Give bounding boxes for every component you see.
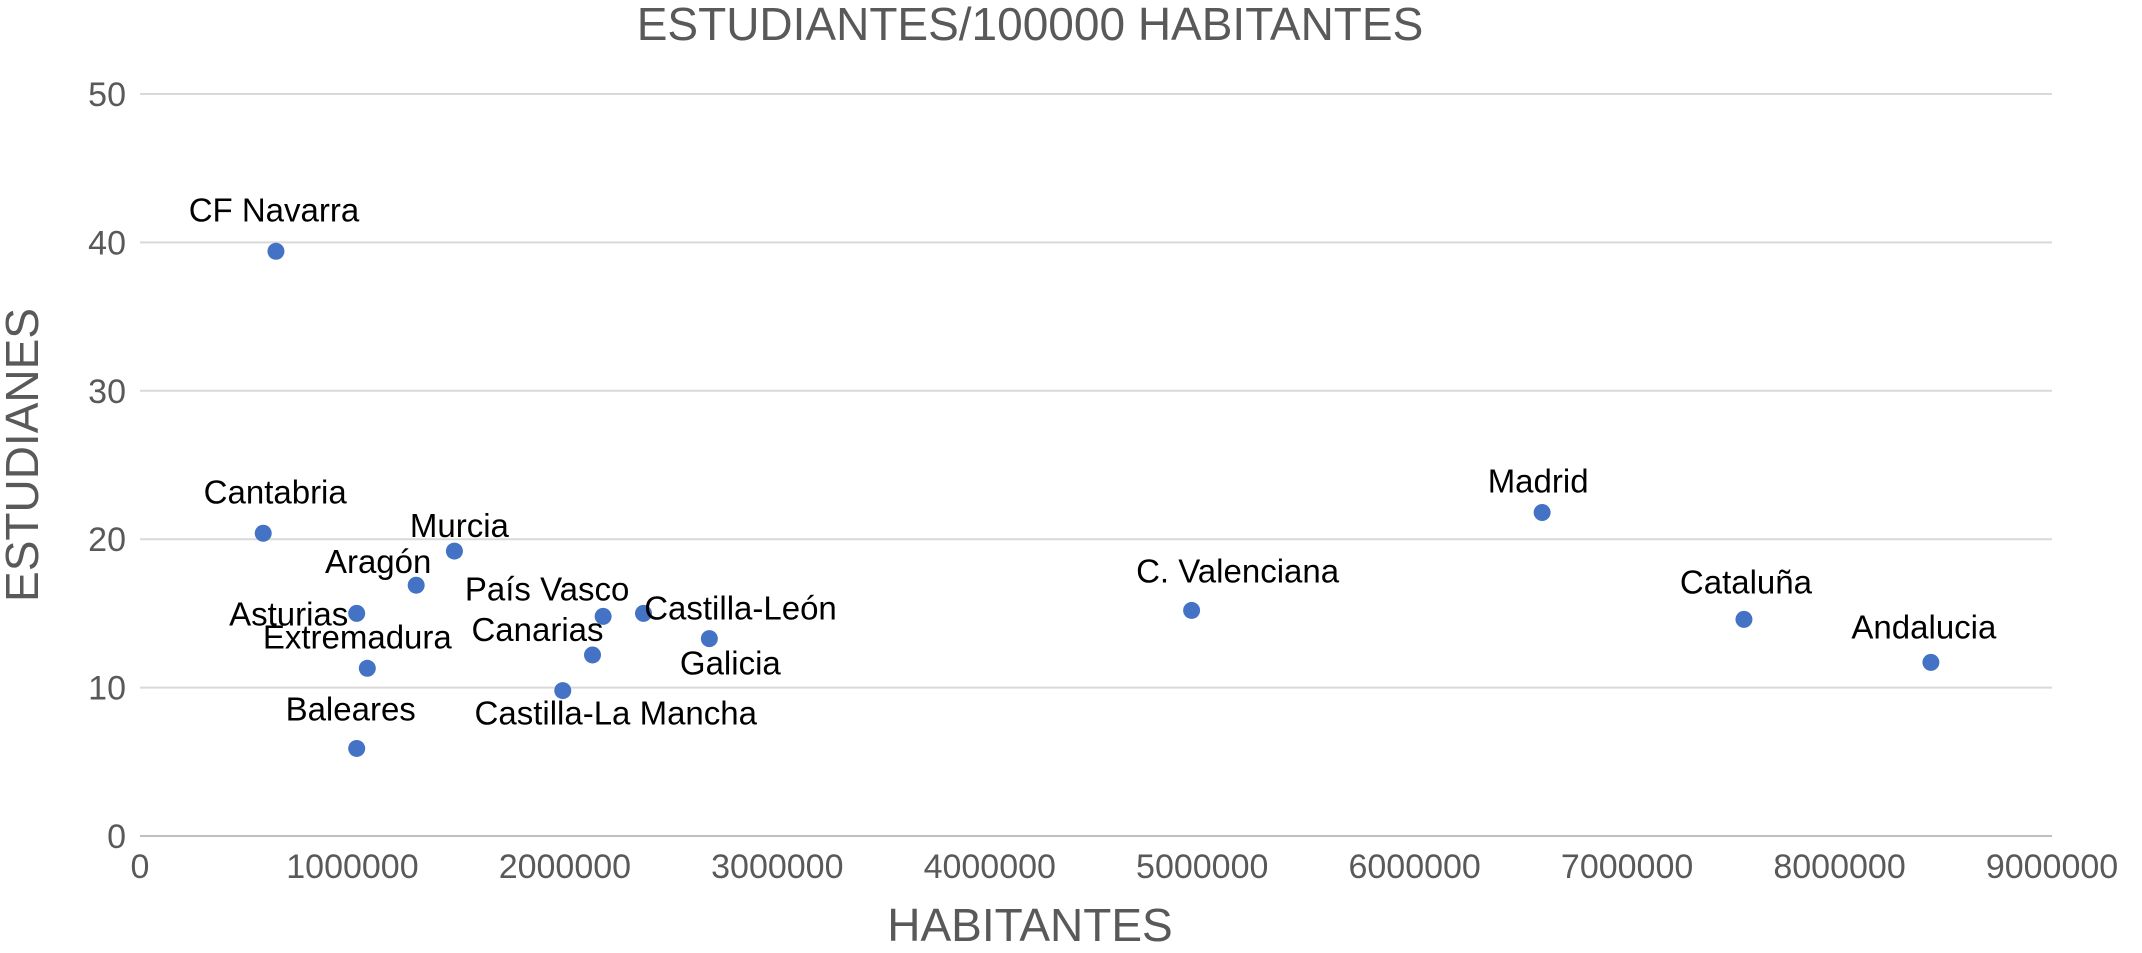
data-point xyxy=(634,604,652,622)
x-tick-label: 6000000 xyxy=(1348,848,1480,886)
data-point xyxy=(445,542,463,560)
data-label: Andalucia xyxy=(1851,608,1997,645)
data-label: Extremadura xyxy=(263,618,453,655)
x-tick-label: 3000000 xyxy=(711,848,843,886)
x-tick-label: 0 xyxy=(131,848,150,886)
y-tick-label: 0 xyxy=(107,818,126,856)
data-label: Murcia xyxy=(410,507,510,544)
y-tick-label: 20 xyxy=(88,521,126,559)
data-points xyxy=(254,242,1940,757)
y-tick-label: 50 xyxy=(88,76,126,114)
data-label: Aragón xyxy=(325,543,431,580)
data-label: Castilla-La Mancha xyxy=(475,695,758,732)
data-point xyxy=(1735,610,1753,628)
data-label: País Vasco xyxy=(465,570,629,607)
x-tick-label: 4000000 xyxy=(924,848,1056,886)
data-point xyxy=(1922,653,1940,671)
data-point xyxy=(254,524,272,542)
data-point xyxy=(584,646,602,664)
x-tick-labels: 0 1000000 2000000 3000000 4000000 5000000 6000… xyxy=(131,848,2119,886)
data-label: Asturias xyxy=(229,595,348,632)
data-label: CF Navarra xyxy=(189,191,360,228)
x-axis-title: HABITANTES xyxy=(887,899,1172,951)
data-point xyxy=(358,659,376,677)
data-label: Castilla-León xyxy=(644,589,837,626)
x-tick-label: 7000000 xyxy=(1561,848,1693,886)
y-tick-label: 40 xyxy=(88,224,126,262)
x-tick-label: 9000000 xyxy=(1986,848,2118,886)
x-tick-label: 5000000 xyxy=(1136,848,1268,886)
data-label: Madrid xyxy=(1488,462,1589,499)
data-point xyxy=(348,604,366,622)
data-point xyxy=(554,682,572,700)
data-label: Canarias xyxy=(471,611,603,648)
data-point xyxy=(1533,503,1551,521)
data-point xyxy=(267,242,285,260)
gridlines xyxy=(140,93,2052,837)
y-axis-title: ESTUDIANES xyxy=(0,308,48,602)
data-label: Cantabria xyxy=(204,473,348,510)
data-point xyxy=(348,739,366,757)
data-point xyxy=(1183,601,1201,619)
data-label: Baleares xyxy=(286,690,416,727)
data-label: Galicia xyxy=(680,645,782,682)
chart-title: ESTUDIANTES/100000 HABITANTES xyxy=(637,0,1424,50)
data-point xyxy=(407,576,425,594)
data-label: Cataluña xyxy=(1680,563,1813,600)
x-tick-label: 8000000 xyxy=(1773,848,1905,886)
data-point xyxy=(594,607,612,625)
y-tick-label: 10 xyxy=(88,670,126,708)
data-label: C. Valenciana xyxy=(1136,552,1340,589)
data-point xyxy=(700,630,718,648)
x-tick-label: 1000000 xyxy=(286,848,418,886)
y-tick-label: 30 xyxy=(88,373,126,411)
x-tick-label: 2000000 xyxy=(499,848,631,886)
y-tick-labels: 0 10 20 30 40 50 xyxy=(88,76,126,856)
